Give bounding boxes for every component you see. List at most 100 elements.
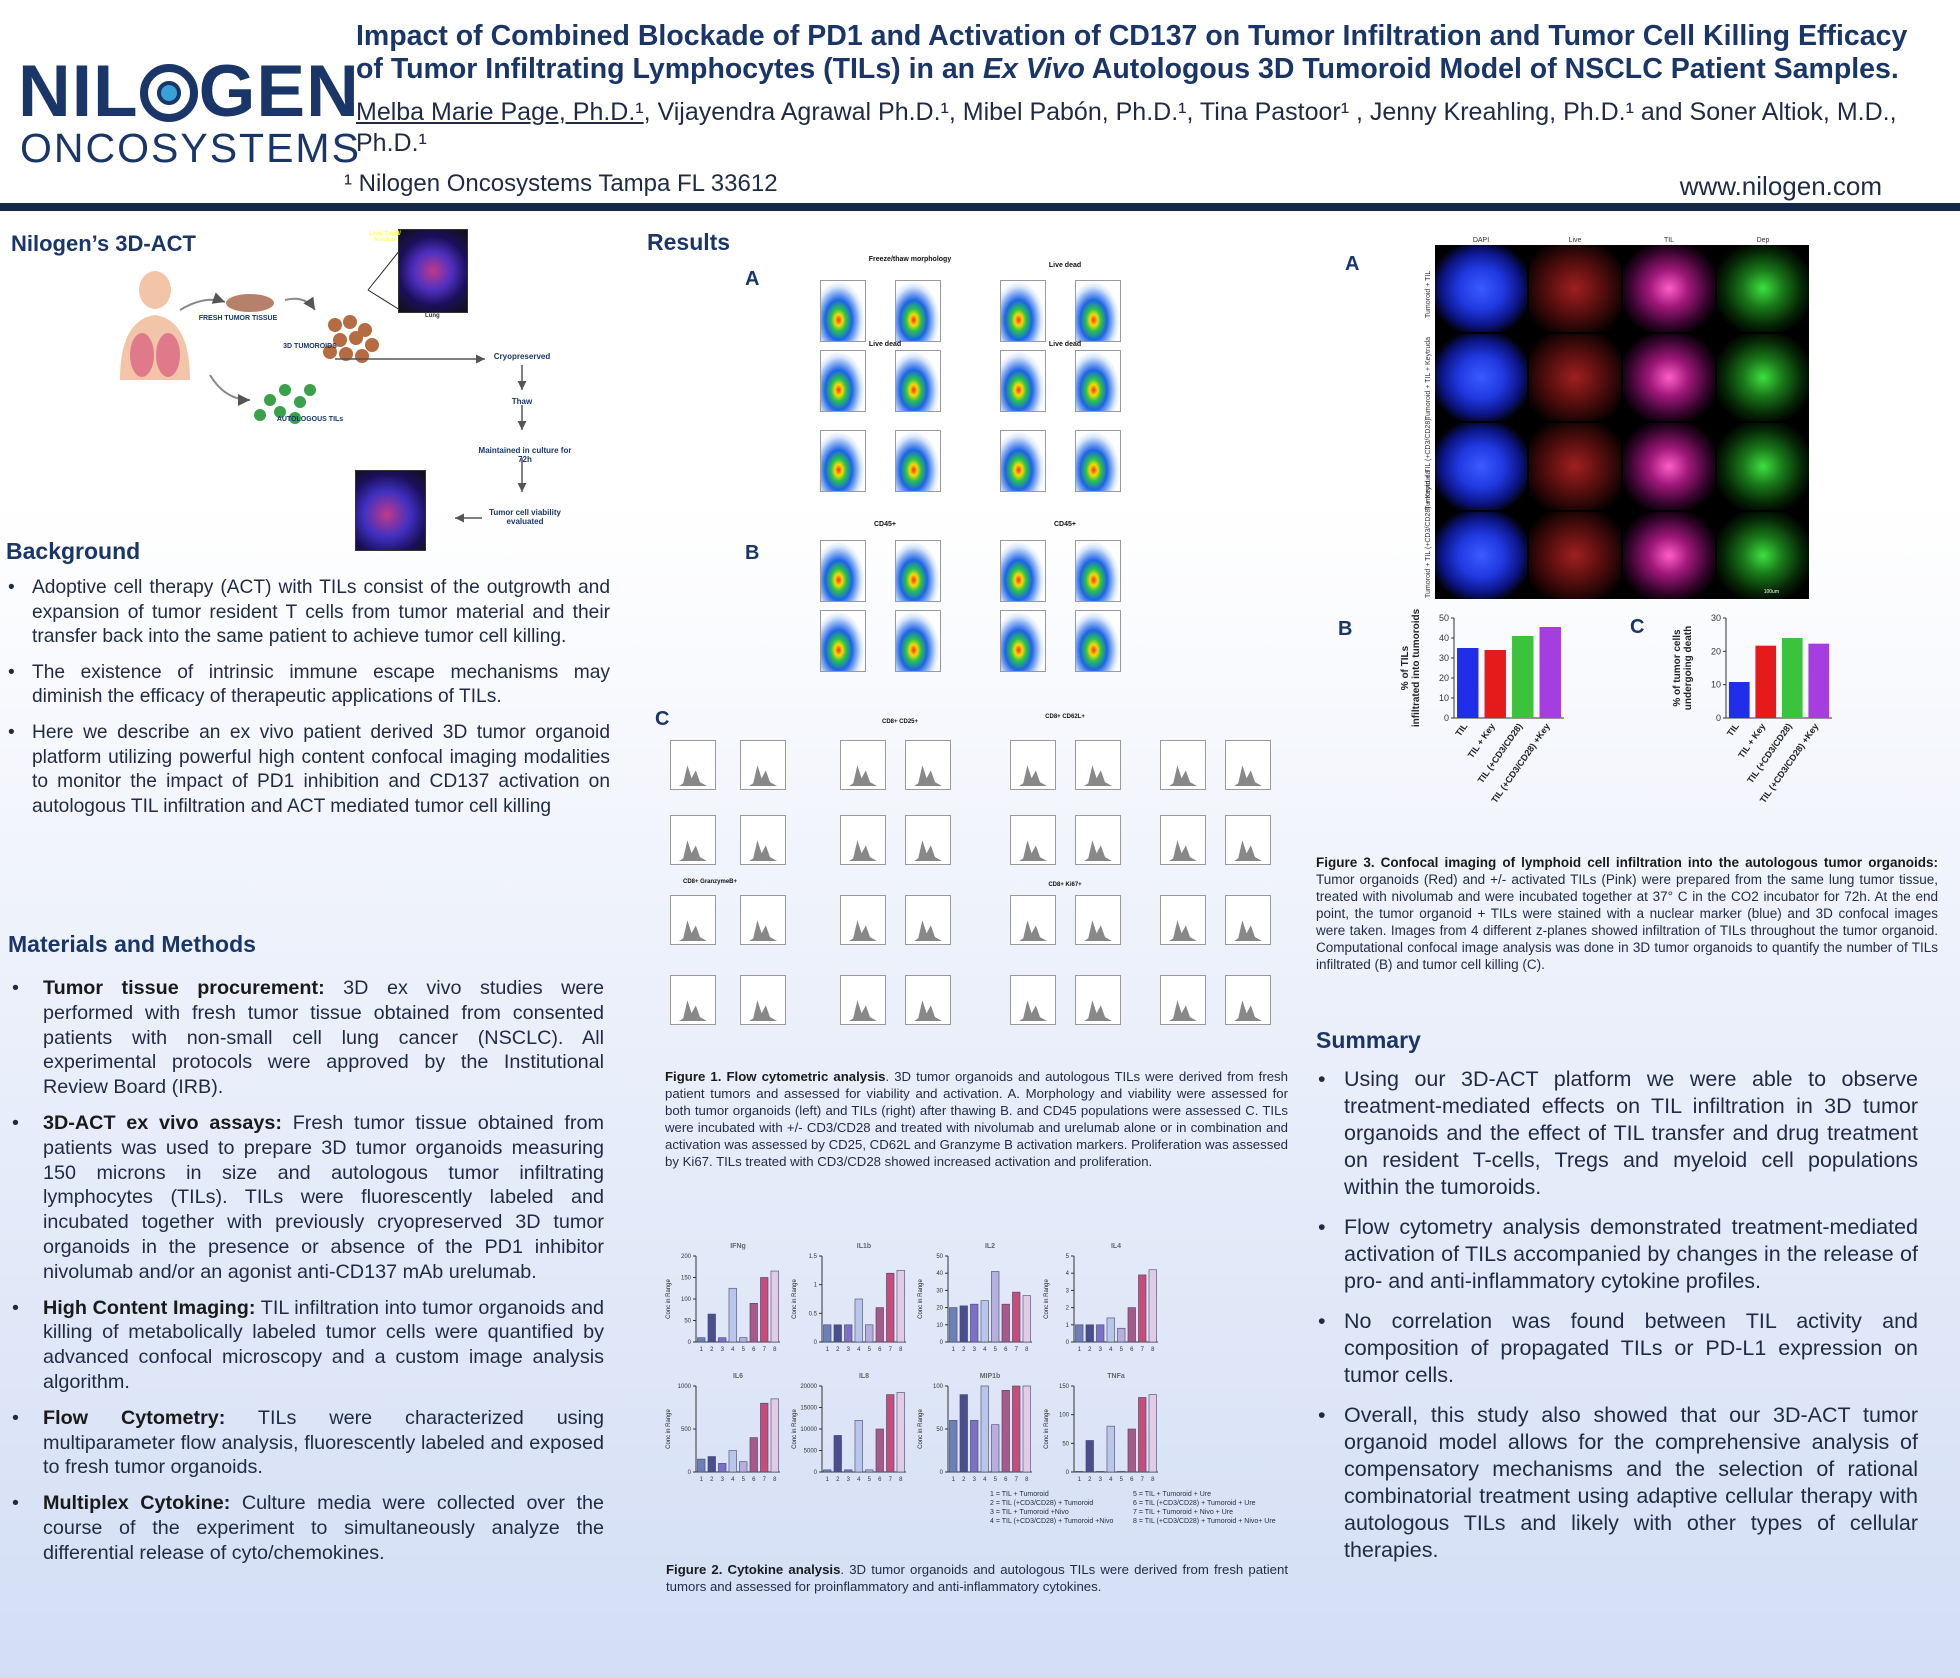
- confocal-tile: [1717, 423, 1809, 510]
- y-axis-label: Conc in Range: [918, 1408, 924, 1448]
- flow-histogram: [840, 815, 886, 865]
- flow-density-plot: [1000, 540, 1046, 602]
- lung-label: Lung: [425, 313, 440, 319]
- flow-histogram: [1160, 975, 1206, 1025]
- live-dead-label: Live dead: [868, 341, 902, 348]
- bar: [707, 1456, 716, 1473]
- chart-title: IL2: [985, 1243, 995, 1250]
- bar: [1085, 1324, 1094, 1343]
- bar: [1484, 650, 1506, 718]
- y-tick-label: 10: [936, 1323, 943, 1329]
- col-head-dep: Dep: [1756, 237, 1770, 244]
- y-tick-label: 0: [940, 1470, 944, 1476]
- chart-title: IL1b: [857, 1243, 871, 1250]
- logo-subtitle: ONCOSYSTEMS: [20, 125, 361, 171]
- x-tick-label: 7: [763, 1347, 767, 1353]
- x-tick-label: 4: [1109, 1477, 1113, 1483]
- y-tick-label: 3: [1066, 1288, 1070, 1294]
- bar: [959, 1305, 968, 1343]
- confocal-tile: [1717, 334, 1809, 421]
- x-tick-label: 5: [994, 1347, 998, 1353]
- maintained-label: Maintained in culture for 72h: [478, 446, 572, 464]
- website-link[interactable]: www.nilogen.com: [1679, 171, 1882, 201]
- flow-histogram: [1075, 815, 1121, 865]
- y-tick-label: 0: [688, 1340, 692, 1346]
- flow-histogram: [1010, 815, 1056, 865]
- confocal-tile: [1435, 334, 1527, 421]
- flow-density-plot: [895, 610, 941, 672]
- y-tick-label: 10: [1439, 693, 1449, 703]
- y-axis-label: Conc in Range: [666, 1278, 672, 1318]
- bar: [1096, 1471, 1105, 1473]
- x-tick-label: 3: [973, 1477, 977, 1483]
- flow-histogram: [905, 895, 951, 945]
- y-tick-label: 0: [1066, 1470, 1070, 1476]
- bar: [1457, 648, 1479, 718]
- y-tick-label: 100: [1059, 1413, 1070, 1419]
- flow-histogram: [840, 975, 886, 1025]
- y-tick-label: 100: [933, 1384, 944, 1390]
- bar: [844, 1324, 853, 1343]
- x-tick-label: 5: [868, 1347, 872, 1353]
- x-tick-label: 8: [1025, 1347, 1029, 1353]
- y-tick-label: 0: [1444, 713, 1449, 723]
- flow-histogram: [905, 975, 951, 1025]
- y-tick-label: 0: [1716, 713, 1721, 723]
- flow-histogram: [1010, 895, 1056, 945]
- x-tick-label: 1: [1078, 1477, 1082, 1483]
- author-list: Melba Marie Page, Ph.D.¹, Vijayendra Agr…: [356, 98, 1897, 157]
- bar: [697, 1337, 706, 1343]
- list-item: 3D-ACT ex vivo assays: Fresh tumor tissu…: [6, 1111, 604, 1285]
- x-tick-label: 4: [857, 1477, 861, 1483]
- confocal-tile: [1435, 245, 1527, 332]
- bar: [875, 1428, 884, 1473]
- y-tick-label: 20: [936, 1306, 943, 1312]
- y-tick-label: 30: [1439, 653, 1449, 663]
- x-tick-label: 2: [710, 1347, 714, 1353]
- y-tick-label: 50: [1062, 1441, 1069, 1447]
- background-heading: Background: [6, 538, 141, 564]
- y-tick-label: 1: [1066, 1323, 1070, 1329]
- logo-eye-icon: [139, 64, 198, 122]
- bar: [1512, 636, 1534, 718]
- bar: [1539, 627, 1561, 718]
- y-tick-label: 40: [936, 1271, 943, 1277]
- y-tick-label: 10: [1711, 680, 1721, 690]
- bar: [1001, 1303, 1010, 1343]
- bar: [991, 1424, 1000, 1473]
- flow-histogram: [1010, 740, 1056, 790]
- x-tick-label: 3: [721, 1347, 725, 1353]
- patient-lungs-icon: [120, 271, 190, 380]
- y-tick-label: 40: [1439, 633, 1449, 643]
- x-tick-label: 6: [1130, 1477, 1134, 1483]
- x-tick-label: 1: [700, 1477, 704, 1483]
- y-tick-label: 1.5: [809, 1254, 818, 1260]
- tumor-tissue-icon: [226, 294, 274, 312]
- y-tick-label: 500: [681, 1427, 692, 1433]
- chart-title: TNFa: [1107, 1373, 1125, 1380]
- flow-density-plot: [895, 280, 941, 342]
- x-tick-label: 8: [773, 1347, 777, 1353]
- x-tick-label: 6: [1130, 1347, 1134, 1353]
- x-tick-label: 1: [826, 1477, 830, 1483]
- bar: [728, 1450, 737, 1473]
- bar: [728, 1287, 737, 1343]
- bar: [1808, 643, 1830, 718]
- bar: [865, 1469, 874, 1473]
- list-item: Overall, this study also showed that our…: [1316, 1402, 1918, 1564]
- list-item: The existence of intrinsic immune escape…: [6, 661, 610, 710]
- row-head: Tumoroid + TIL (+CD3/CD28) + Keytruda: [1425, 470, 1432, 598]
- x-tick-label: 8: [773, 1477, 777, 1483]
- flow-density-plot: [820, 610, 866, 672]
- chart-title: IL8: [859, 1373, 869, 1380]
- flow-histogram: [740, 740, 786, 790]
- x-tick-label: 7: [763, 1477, 767, 1483]
- scale-bar-label: 100um: [1763, 589, 1779, 595]
- confocal-tile: [1529, 245, 1621, 332]
- bar: [1781, 638, 1803, 718]
- x-tick-label: 7: [1015, 1477, 1019, 1483]
- header-divider: [0, 203, 1960, 211]
- viability-label: Tumor cell viability evaluated: [489, 508, 561, 526]
